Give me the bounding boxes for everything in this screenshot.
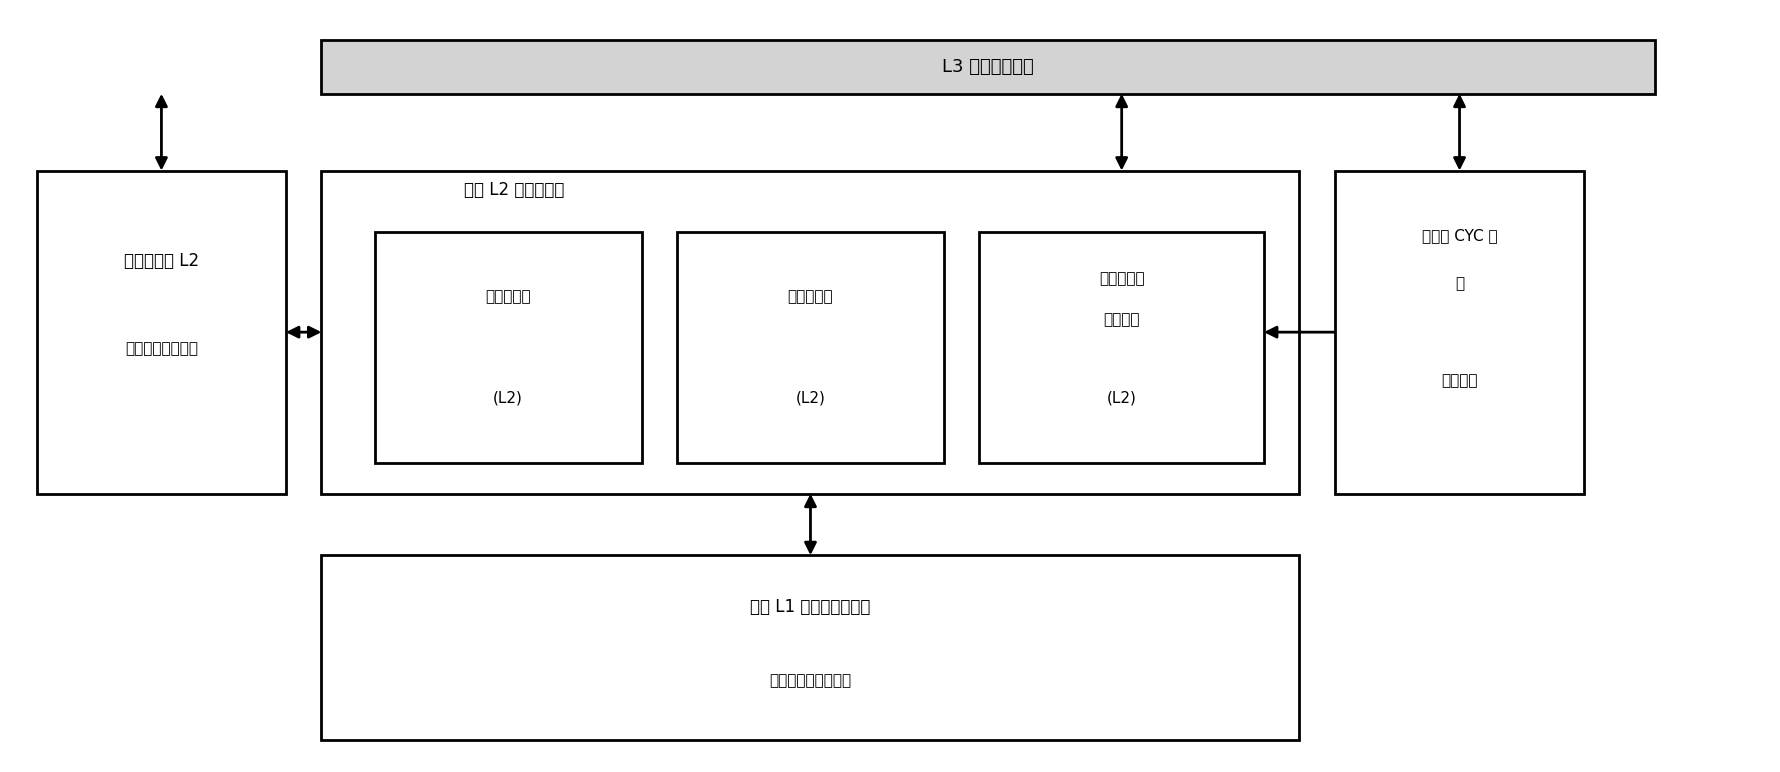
Text: 轧线 L2 过程级系统: 轧线 L2 过程级系统 (463, 181, 564, 199)
Text: 事件自动发: 事件自动发 (1098, 271, 1145, 286)
Text: 加热炉系统 L2: 加热炉系统 L2 (125, 252, 199, 270)
Text: 轧线 L1 基础自动化系统: 轧线 L1 基础自动化系统 (749, 598, 870, 616)
Text: (L2): (L2) (1105, 391, 1136, 406)
Text: 轧线跟踪、跟踪仿真: 轧线跟踪、跟踪仿真 (769, 673, 851, 689)
Text: 生模拟器: 生模拟器 (1104, 313, 1139, 327)
Text: 计划模拟器: 计划模拟器 (486, 290, 530, 304)
Bar (37, 171, 287, 493)
Text: 板坯库 CYC 系: 板坯库 CYC 系 (1420, 228, 1497, 242)
Text: 加热炉装钢、抽钢: 加热炉装钢、抽钢 (125, 340, 198, 356)
Bar (320, 555, 1299, 740)
Bar (1335, 171, 1582, 493)
Bar (320, 40, 1654, 93)
Bar (979, 232, 1264, 463)
Bar (320, 171, 1299, 493)
Text: L3 生产管理系统: L3 生产管理系统 (942, 58, 1034, 76)
Text: 抽钢模拟器: 抽钢模拟器 (787, 290, 833, 304)
Text: 板坯入库: 板坯入库 (1440, 373, 1477, 388)
Text: (L2): (L2) (796, 391, 824, 406)
Bar (374, 232, 641, 463)
Bar (676, 232, 943, 463)
Text: (L2): (L2) (493, 391, 523, 406)
Text: 统: 统 (1454, 276, 1463, 291)
